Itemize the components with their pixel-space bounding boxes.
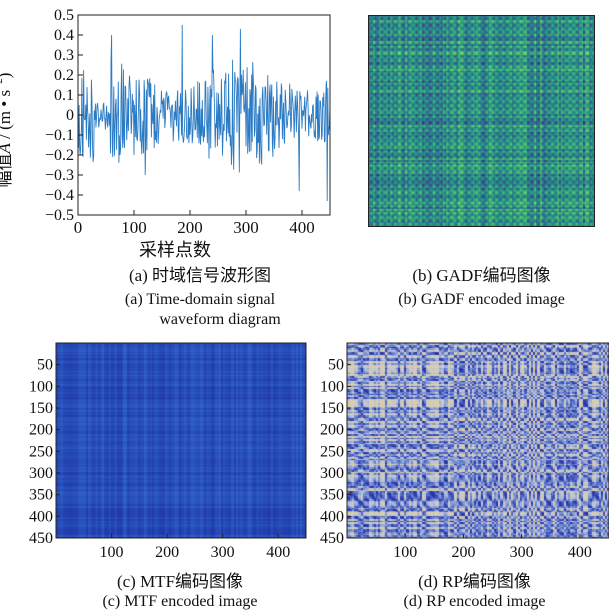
caption-b-cn: (b) GADF编码图像 [412,266,551,285]
caption-c-en: (c) MTF encoded image [102,593,258,610]
y-tick-label: 300 [29,465,53,482]
y-tick-label: 50 [37,357,53,374]
x-tick-label: 100 [100,544,124,561]
caption-d-en: (d) RP encoded image [403,593,546,610]
y-tick-label: 250 [29,443,53,460]
x-axis-label: 采样点数 [139,240,211,260]
y-tick-label: 50 [328,357,344,374]
x-tick-label: 400 [289,218,315,237]
y-tick-label: 0.4 [54,27,74,44]
y-tick-label: 150 [320,400,344,417]
y-tick-label: 150 [29,400,53,417]
y-tick-label: 350 [320,487,344,504]
caption-c-cn: (c) MTF编码图像 [116,572,244,591]
y-tick-label: 450 [29,530,53,547]
y-tick-label: 200 [29,422,53,439]
caption-a-en-line2: waveform diagram [159,311,281,328]
x-tick-label: 300 [211,544,235,561]
x-tick-label: 200 [451,544,475,561]
x-tick-label: 0 [74,218,83,237]
y-tick-label: 250 [320,443,344,460]
heatmap-frame [346,342,609,539]
gadf-heatmap [368,15,595,227]
y-tick-label: 450 [320,530,344,547]
y-tick-label: 350 [29,487,53,504]
plot-frame [77,14,331,216]
y-tick-label: 400 [320,508,344,525]
mtf-heatmap [56,343,306,538]
x-tick-label: 400 [266,544,290,561]
y-tick-label: 100 [320,378,344,395]
caption-a-en-line1: (a) Time-domain signal [124,291,276,308]
y-tick-label: −0.1 [45,127,74,144]
x-tick-label: 300 [510,544,534,561]
y-tick-label: 0.2 [54,67,74,84]
y-tick-label: −0.5 [45,207,74,224]
x-tick-label: 100 [121,218,147,237]
y-tick-label: −0.3 [45,167,74,184]
y-tick-label: 400 [29,508,53,525]
y-tick-label: 0.1 [54,87,74,104]
waveform-line [77,24,331,202]
x-tick-label: 400 [568,544,592,561]
x-tick-label: 100 [393,544,417,561]
y-axis-label: 幅值A / (m • s−2) [0,73,14,188]
heatmap-frame [55,342,307,539]
rp-axes: 50 100 150 200 250 300 350 400 450 100 200 300 400 [320,342,609,561]
y-tick-label: −0.2 [45,147,74,164]
y-tick-label: 0 [66,107,74,124]
x-tick-label: 200 [177,218,203,237]
y-tick-label: 0.3 [54,47,74,64]
mtf-axes: 50 100 150 200 250 300 350 400 450 100 200 300 400 [29,342,307,561]
waveform-chart: 幅值A / (m • s−2) 0.5 0.4 0.3 0.2 0.1 0 −0.1 −0.2… [0,7,331,260]
rp-heatmap [347,343,609,538]
caption-d-cn: (d) RP编码图像 [418,572,531,591]
y-tick-label: −0.4 [45,187,74,204]
x-tick-label: 300 [233,218,259,237]
y-tick-label: 200 [320,422,344,439]
caption-a-cn: (a) 时域信号波形图 [128,266,272,285]
y-tick-label: 0.5 [54,7,74,24]
y-tick-label: 300 [320,465,344,482]
y-tick-label: 100 [29,378,53,395]
x-tick-label: 200 [155,544,179,561]
caption-b-en: (b) GADF encoded image [398,291,565,308]
